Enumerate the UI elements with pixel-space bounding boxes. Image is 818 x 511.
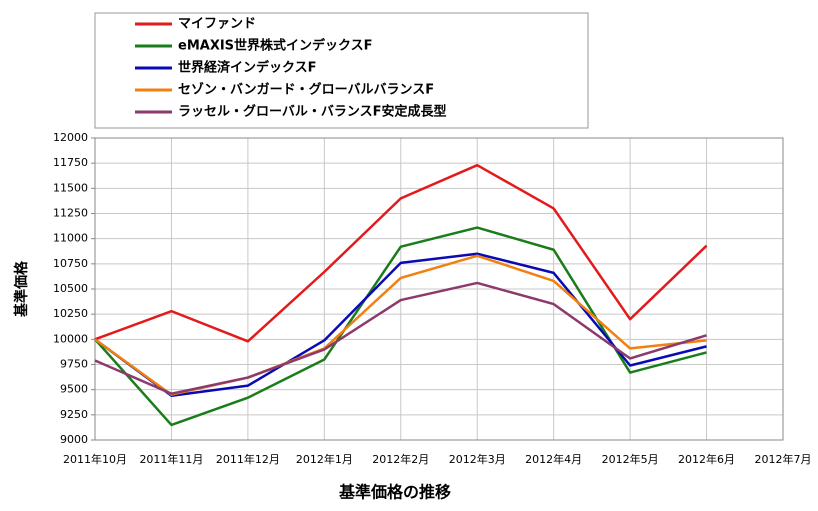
y-tick-label: 11750 xyxy=(53,156,88,169)
legend-box xyxy=(94,12,589,129)
x-tick-label: 2012年5月 xyxy=(602,452,659,466)
y-tick-label: 9500 xyxy=(60,383,88,396)
y-tick-label: 12000 xyxy=(53,131,88,144)
x-tick-label: 2012年4月 xyxy=(525,452,582,466)
x-tick-label: 2012年7月 xyxy=(755,452,812,466)
chart-title: 基準価格の推移 xyxy=(338,483,451,502)
x-tick-label: 2011年12月 xyxy=(216,452,280,466)
legend-label: eMAXIS世界株式インデックスF xyxy=(178,38,373,54)
y-tick-label: 10000 xyxy=(53,332,88,345)
series-line xyxy=(94,163,708,343)
series-line xyxy=(94,252,707,397)
y-tick-label: 11250 xyxy=(53,207,88,220)
series-line xyxy=(94,281,707,395)
y-tick-label: 9750 xyxy=(60,358,88,371)
legend-label: ラッセル・グローバル・バランスF安定成長型 xyxy=(178,104,447,120)
y-axis-label: 基準価格 xyxy=(13,260,30,317)
series-line xyxy=(94,226,707,427)
x-tick-label: 2012年3月 xyxy=(449,452,506,466)
x-tick-label: 2011年10月 xyxy=(63,452,127,466)
y-tick-label: 11000 xyxy=(53,232,88,245)
plot-frame xyxy=(94,137,784,441)
x-tick-label: 2012年2月 xyxy=(372,452,429,466)
y-tick-label: 11500 xyxy=(53,181,88,194)
x-tick-label: 2012年6月 xyxy=(678,452,735,466)
x-tick-label: 2012年1月 xyxy=(296,452,353,466)
y-tick-label: 10250 xyxy=(53,307,88,320)
x-tick-label: 2011年11月 xyxy=(139,452,203,466)
y-tick-label: 10750 xyxy=(53,257,88,270)
y-tick-label: 9250 xyxy=(60,408,88,421)
y-tick-label: 10500 xyxy=(53,282,88,295)
y-tick-label: 9000 xyxy=(60,433,88,446)
legend-label: セゾン・バンガード・グローバルバランスF xyxy=(178,82,434,98)
legend-label: マイファンド xyxy=(178,17,256,32)
legend-label: 世界経済インデックスF xyxy=(178,60,317,76)
